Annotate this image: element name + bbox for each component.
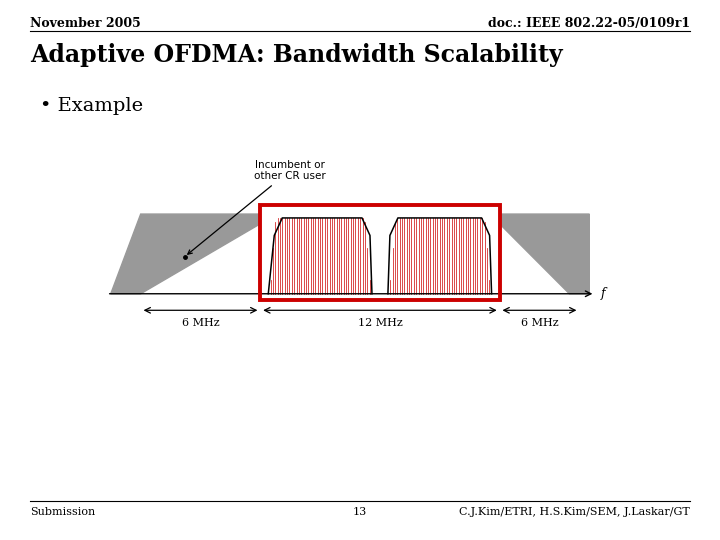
Text: Submission: Submission [30, 507, 96, 517]
Bar [261, 205, 500, 300]
Text: 12 MHz: 12 MHz [358, 318, 402, 328]
Bar [261, 211, 500, 294]
Text: doc.: IEEE 802.22-05/0109r1: doc.: IEEE 802.22-05/0109r1 [487, 17, 690, 30]
Text: 13: 13 [353, 507, 367, 517]
Polygon shape [500, 214, 589, 294]
Text: f: f [601, 287, 606, 300]
Text: Incumbent or
other CR user: Incumbent or other CR user [188, 160, 326, 254]
Text: 6 MHz: 6 MHz [181, 318, 220, 328]
Text: Adaptive OFDMA: Bandwidth Scalability: Adaptive OFDMA: Bandwidth Scalability [30, 43, 563, 67]
Text: 6 MHz: 6 MHz [521, 318, 558, 328]
Text: C.J.Kim/ETRI, H.S.Kim/SEM, J.Laskar/GT: C.J.Kim/ETRI, H.S.Kim/SEM, J.Laskar/GT [459, 507, 690, 517]
Polygon shape [111, 214, 261, 294]
Text: • Example: • Example [40, 97, 143, 115]
Text: November 2005: November 2005 [30, 17, 141, 30]
